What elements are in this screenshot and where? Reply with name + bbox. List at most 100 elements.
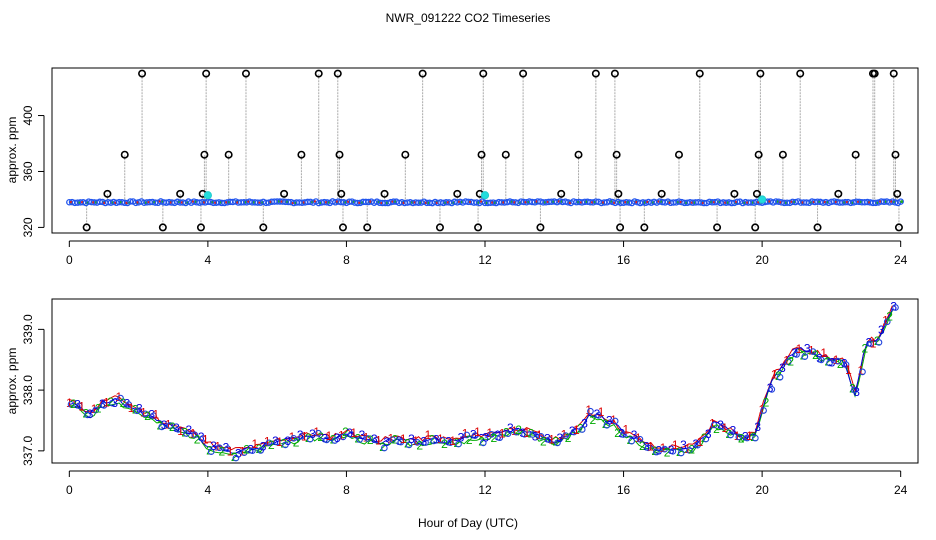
- series-2-marker: 2: [120, 396, 127, 410]
- series-1-marker: 1: [103, 395, 110, 409]
- series-3-marker: 3: [693, 437, 700, 451]
- series-1-marker: 1: [140, 406, 147, 420]
- spike-point: [557, 189, 566, 198]
- x-axis: 0 4 8 12 16 20 24: [66, 240, 908, 267]
- series-3-marker: 3: [594, 407, 601, 421]
- series-1-marker: 1: [511, 424, 518, 438]
- spike-point: [891, 150, 900, 159]
- spike-point: [200, 150, 209, 159]
- series-mean-point: [380, 444, 388, 452]
- series-3-marker: 3: [581, 417, 588, 431]
- series-2-marker: 2: [441, 437, 448, 451]
- series-3-marker: 3: [359, 428, 366, 442]
- series-mean-point: [768, 386, 776, 393]
- series-3-marker: 3: [396, 434, 403, 448]
- series-mean-point: [875, 339, 883, 346]
- series-2-marker: 2: [181, 425, 188, 439]
- series-2-marker: 2: [379, 440, 386, 454]
- series-2-marker: 2: [540, 434, 547, 448]
- spike-point: [435, 223, 444, 232]
- series-3-marker: 3: [272, 434, 279, 448]
- series-mean-point: [150, 412, 157, 420]
- series-mean-point: [265, 439, 273, 447]
- spike-point: [870, 69, 879, 78]
- series-mean-point: [669, 447, 677, 455]
- series-2-marker: 2: [355, 431, 362, 445]
- series-3-marker: 3: [99, 397, 106, 411]
- series-mean-point: [809, 348, 817, 356]
- series-2-marker: 2: [812, 348, 819, 362]
- x-tick-label: 24: [894, 253, 908, 267]
- spike-point: [479, 69, 488, 78]
- baseline-point-inner: [568, 201, 572, 205]
- series-3-marker: 3: [322, 432, 329, 446]
- spike-point: [224, 150, 233, 159]
- series-mean-point: [133, 407, 141, 415]
- series-2-marker: 2: [676, 445, 683, 459]
- series-2-marker: 2: [528, 426, 535, 440]
- series-3-marker: 3: [420, 434, 427, 448]
- series-mean-point: [166, 422, 174, 429]
- spike-point: [851, 150, 860, 159]
- series-3-marker: 3: [767, 381, 774, 395]
- series-1-marker: 1: [573, 423, 580, 437]
- series-mean-point: [653, 448, 660, 456]
- spike-point: [610, 69, 619, 78]
- series-3-marker: 3: [482, 431, 489, 445]
- baseline-point-inner: [900, 200, 904, 203]
- series-1-marker: 1: [115, 390, 122, 404]
- series-2-marker: 2: [738, 431, 745, 445]
- series-1-marker: 1: [820, 346, 827, 360]
- series-3-marker: 3: [866, 335, 873, 349]
- series-2-marker: 2: [515, 423, 522, 437]
- series-1-marker: 1: [78, 399, 85, 413]
- spike-point: [333, 69, 342, 78]
- series-3-marker: 3: [841, 356, 848, 370]
- series-2-marker: 2: [342, 425, 349, 439]
- series-3-marker: 3: [791, 346, 798, 360]
- series-2-marker: 2: [268, 438, 275, 452]
- series-mean-point: [727, 431, 734, 439]
- series-mean-point: [611, 417, 619, 425]
- series-mean-point: [479, 439, 487, 447]
- y-tick-label: 338.0: [21, 375, 35, 405]
- y-tick-label: 360: [21, 161, 35, 181]
- series-3-marker: 3: [507, 421, 514, 435]
- spike-point: [778, 150, 787, 159]
- series-3-marker: 3: [111, 396, 118, 410]
- series-1-marker: 1: [388, 431, 395, 445]
- series-1-marker: 1: [610, 413, 617, 427]
- series-mean-point: [719, 422, 726, 430]
- baseline-point: [606, 198, 613, 205]
- series-mean-point: [339, 433, 347, 441]
- series-mean-point: [67, 401, 75, 408]
- series-2-marker: 2: [416, 439, 423, 453]
- spike-point: [241, 69, 250, 78]
- series-mean-point: [686, 447, 693, 454]
- x-tick-label: 0: [66, 253, 73, 267]
- series-mean-point: [282, 441, 289, 449]
- series-1-marker: 1: [622, 422, 629, 436]
- series-2-marker: 2: [404, 437, 411, 451]
- series-2-marker: 2: [701, 431, 708, 445]
- baseline-point-inner: [125, 201, 128, 205]
- spike-point: [640, 223, 649, 232]
- series-mean-point: [108, 399, 116, 407]
- spike-point: [674, 150, 683, 159]
- raw-co2-panel: 0 4 8 12 16 20 24 320 360 400 approx. ppm: [5, 67, 919, 267]
- series-2-marker: 2: [577, 421, 584, 435]
- series-mean-point: [743, 434, 751, 442]
- series-mean-point: [554, 439, 561, 447]
- series-1-marker: 1: [251, 437, 258, 451]
- series-mean-point: [488, 430, 495, 438]
- cyan-marker: [480, 191, 490, 200]
- series-2-marker: 2: [256, 442, 263, 456]
- series-mean-point: [422, 439, 429, 446]
- series-3-marker: 3: [346, 426, 353, 440]
- series-2-marker: 2: [664, 445, 671, 459]
- series-2-marker: 2: [800, 348, 807, 362]
- series-1-marker: 1: [412, 434, 419, 448]
- series-3-marker: 3: [495, 429, 502, 443]
- spike-point: [591, 69, 600, 78]
